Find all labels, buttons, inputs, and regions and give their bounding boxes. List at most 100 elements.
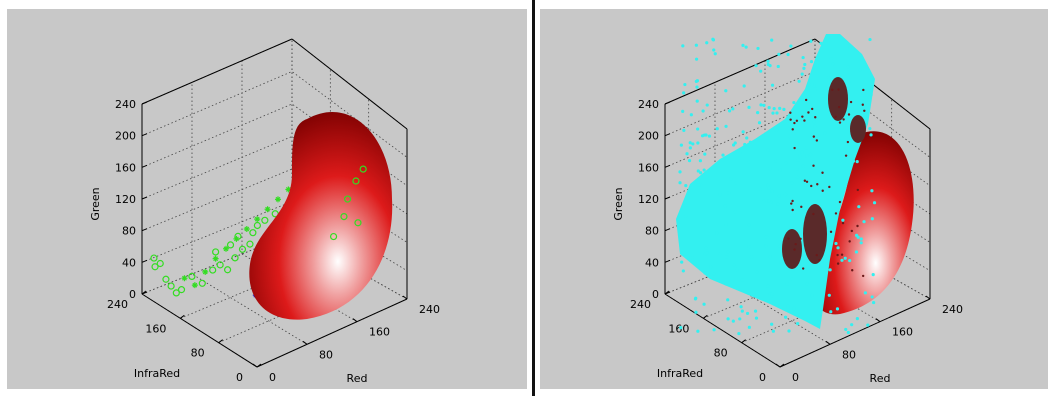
cyan-dot (862, 220, 866, 224)
cyan-dot (732, 263, 736, 267)
dark-dot (828, 185, 831, 189)
cyan-dot (681, 44, 685, 48)
data-point (156, 259, 164, 268)
cyan-dot (770, 83, 775, 87)
cyan-dot (813, 87, 817, 91)
dark-dots (787, 88, 866, 278)
data-point (223, 266, 232, 274)
dark-dot (812, 164, 815, 167)
z-tick-label: 0 (652, 288, 659, 301)
cyan-dot (707, 134, 712, 138)
cyan-scatter-dots (678, 37, 877, 336)
data-point (216, 261, 224, 269)
cyan-dot (848, 258, 852, 263)
cyan-dot (824, 182, 829, 186)
cyan-dot (840, 258, 844, 262)
cyan-dot (759, 69, 763, 73)
data-point (354, 219, 362, 227)
dark-dot (856, 188, 859, 192)
cyan-dot (870, 295, 874, 299)
cyan-dot (805, 282, 809, 286)
cyan-dot (802, 110, 807, 114)
cyan-dot (684, 214, 688, 218)
cyan-dot (863, 291, 867, 295)
z-tick-mark (141, 196, 148, 200)
cyan-dot (724, 222, 728, 226)
cyan-dot (696, 329, 700, 333)
cyan-dot (828, 268, 832, 272)
ir-tick-mark (141, 290, 147, 295)
dark-dot (861, 274, 865, 278)
cyan-dot (831, 62, 835, 66)
red-tick-mark (352, 318, 358, 323)
cyan-dot (777, 52, 781, 56)
cyan-dot (790, 124, 794, 128)
ir-tick-mark (180, 314, 185, 319)
z-tick-label: 40 (645, 256, 659, 269)
dark-cluster (828, 77, 848, 121)
cyan-dot (868, 37, 872, 42)
cyan-dot (864, 104, 868, 109)
cyan-dot (869, 133, 873, 137)
cyan-dot (680, 260, 684, 264)
cyan-dot (747, 325, 751, 329)
cyan-dot (792, 100, 796, 105)
cyan-dot (681, 109, 685, 113)
cyan-dot (748, 140, 752, 144)
cyan-dot (689, 113, 693, 117)
dark-dot (793, 146, 796, 150)
dark-dot (794, 242, 797, 246)
cyan-dot (747, 223, 751, 227)
dark-dot (821, 171, 824, 174)
cyan-dot (808, 152, 813, 157)
cyan-dot (798, 154, 802, 158)
data-point (202, 268, 209, 275)
data-point (231, 254, 239, 262)
dark-dot (849, 100, 853, 104)
cyan-dot (764, 235, 769, 239)
cyan-dot (770, 189, 774, 193)
dark-dot (791, 208, 794, 212)
cyan-dot (679, 143, 684, 147)
cyan-dot (801, 55, 805, 60)
cyan-dot (809, 59, 814, 64)
red-tick-mark (925, 295, 931, 300)
cyan-dot (857, 205, 861, 209)
z-tick-label: 160 (638, 161, 659, 174)
dark-dot (810, 184, 813, 188)
red-axis-label: Red (870, 372, 891, 385)
cyan-dot (777, 194, 781, 198)
cyan-dot (772, 107, 776, 111)
cyan-dot (789, 44, 793, 48)
cyan-dot (785, 282, 790, 286)
dark-dot (805, 180, 809, 184)
cyan-dot (688, 146, 692, 150)
ir-tick-label: 0 (236, 371, 243, 384)
dark-dot (793, 121, 796, 125)
cyan-dot (699, 183, 704, 188)
dark-dot (861, 103, 864, 106)
dark-dot (803, 179, 807, 182)
cyan-dot (705, 41, 709, 45)
cyan-dot (766, 284, 770, 288)
dark-dot (846, 140, 850, 144)
dark-dot (816, 183, 819, 186)
cyan-dot (775, 111, 779, 115)
data-point (254, 216, 261, 223)
box-edge (664, 38, 816, 105)
cyan-dot (726, 191, 731, 195)
cyan-dot (800, 150, 804, 154)
cyan-dot (747, 244, 751, 249)
cyan-dot (803, 62, 807, 67)
z-tick-label: 120 (115, 193, 136, 206)
cyan-dot (747, 105, 751, 109)
cyan-dot (776, 202, 780, 207)
cyan-dot (684, 184, 688, 188)
panel-divider[interactable] (532, 0, 535, 396)
cyan-dot (869, 93, 873, 97)
cyan-dot (745, 136, 749, 140)
z-tick-label: 0 (129, 288, 136, 301)
data-point (212, 248, 220, 256)
cyan-dot (688, 141, 692, 145)
data-point (198, 279, 206, 287)
